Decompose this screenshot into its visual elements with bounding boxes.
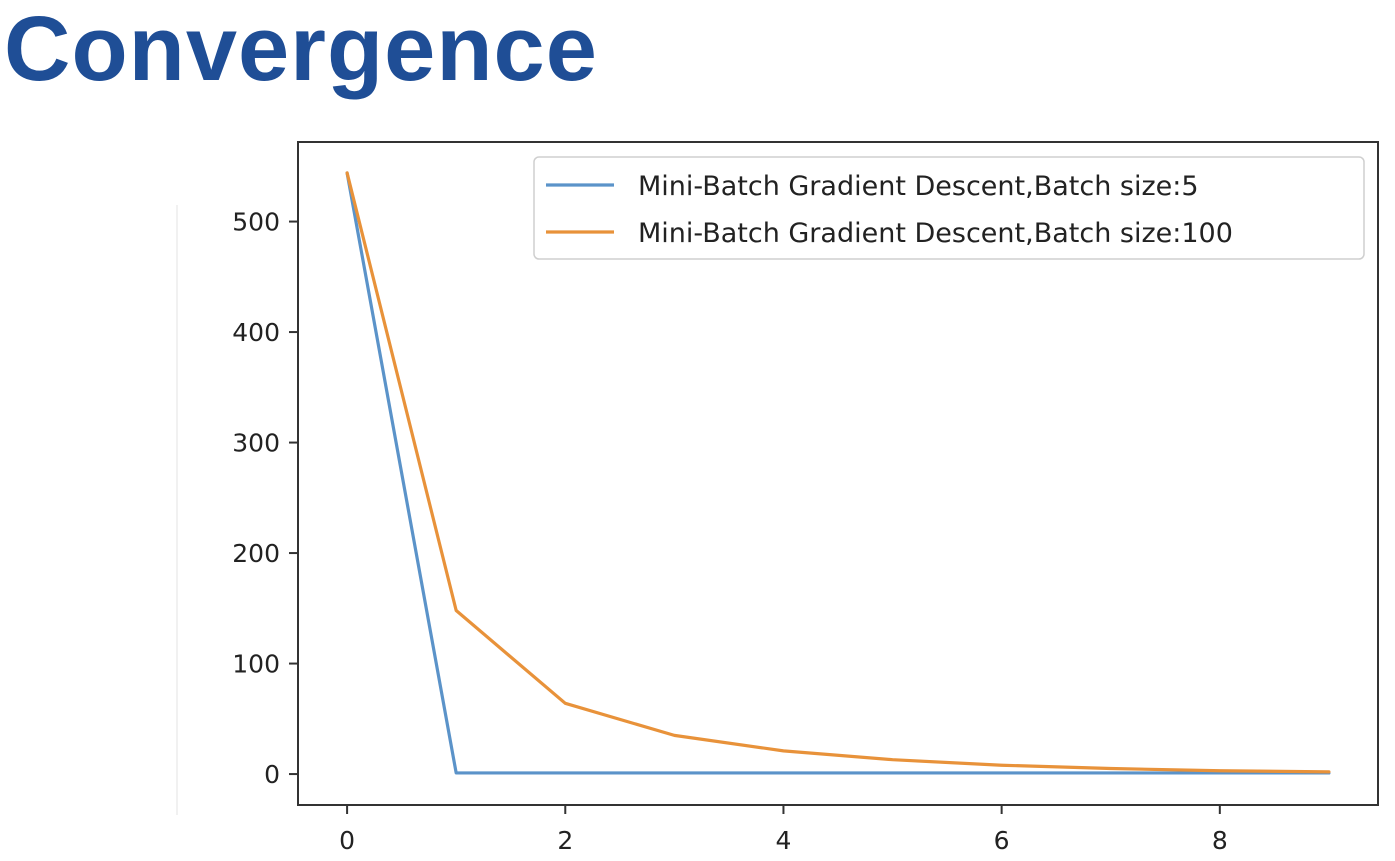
left-divider xyxy=(176,205,178,815)
x-tick-label: 0 xyxy=(339,826,355,855)
x-axis: 0 2 4 6 8 xyxy=(339,805,1228,855)
y-axis: 0 100 200 300 400 500 xyxy=(232,208,298,789)
slide-title: Convergence xyxy=(4,0,598,100)
y-tick-label: 500 xyxy=(232,208,280,237)
legend-box xyxy=(533,156,1365,260)
x-tick-label: 4 xyxy=(776,826,792,855)
y-tick-label: 300 xyxy=(232,429,280,458)
series-group xyxy=(345,171,1331,775)
series-line-1 xyxy=(345,171,1331,775)
y-tick-label: 0 xyxy=(264,760,280,789)
y-tick-label: 400 xyxy=(232,318,280,347)
legend: Mini-Batch Gradient Descent,Batch size:5… xyxy=(533,156,1365,260)
x-tick-label: 2 xyxy=(557,826,573,855)
x-tick-label: 8 xyxy=(1212,826,1228,855)
series-line-2 xyxy=(345,171,1331,774)
y-tick-label: 200 xyxy=(232,539,280,568)
x-tick-label: 6 xyxy=(994,826,1010,855)
legend-label-2: Mini-Batch Gradient Descent,Batch size:1… xyxy=(638,218,1233,249)
plot-frame xyxy=(297,141,1379,806)
y-tick-label: 100 xyxy=(232,650,280,679)
legend-label-1: Mini-Batch Gradient Descent,Batch size:5 xyxy=(638,171,1199,202)
